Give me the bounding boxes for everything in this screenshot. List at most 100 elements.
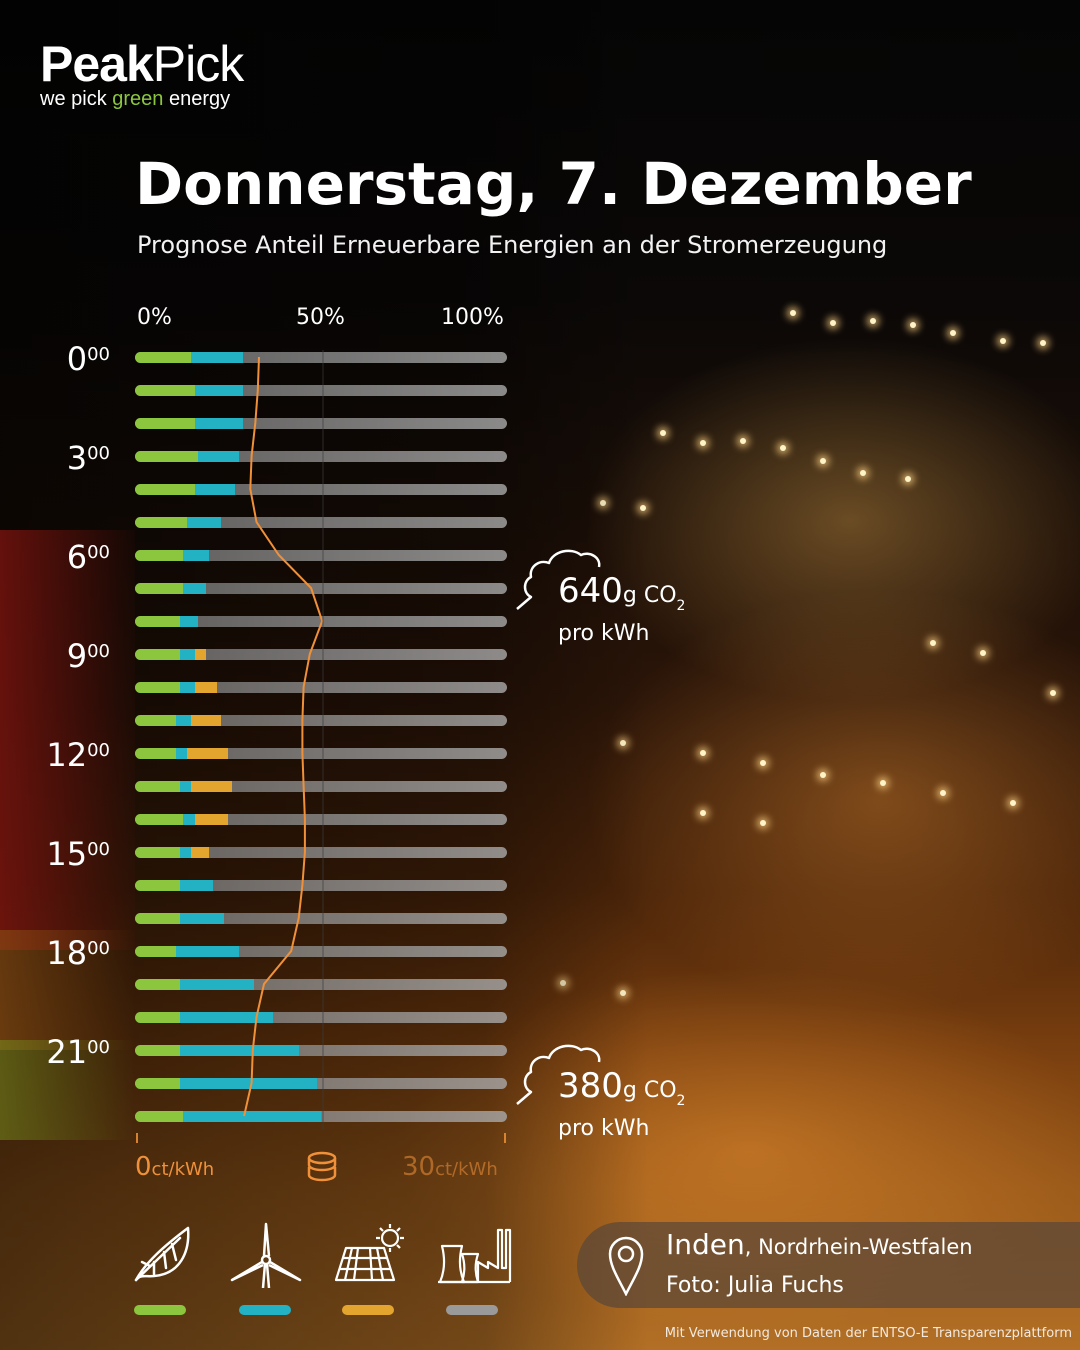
location-pin-icon <box>608 1236 644 1296</box>
solar-panel-icon <box>334 1224 404 1282</box>
wind-segment <box>175 945 240 957</box>
hour-bar <box>135 1011 507 1023</box>
wind-segment <box>194 384 243 396</box>
wind-segment <box>183 1110 321 1122</box>
wind-segment <box>179 912 225 924</box>
hour-bar <box>135 1077 507 1089</box>
biomass-segment <box>135 351 191 363</box>
hour-bar <box>135 1044 507 1056</box>
biomass-segment <box>135 516 188 528</box>
hour-label: 1800 <box>46 934 110 972</box>
biomass-segment <box>135 417 195 429</box>
hour-bar <box>135 813 507 825</box>
price-axis-tick-min <box>136 1133 138 1143</box>
co2-unit: g CO <box>622 583 677 608</box>
price-line <box>243 356 324 1117</box>
hour-bar <box>135 615 507 627</box>
co2-subscript: 2 <box>676 597 686 614</box>
wind-segment <box>175 714 191 726</box>
biomass-segment <box>135 1110 184 1122</box>
biomass-segment <box>135 978 180 990</box>
coins-icon <box>307 1151 337 1182</box>
location-region: , Nordrhein-Westfalen <box>744 1235 973 1259</box>
hour-bar <box>135 1110 507 1122</box>
hour-label: 2100 <box>46 1033 110 1071</box>
tagline-part: we pick <box>40 88 113 110</box>
biomass-segment <box>135 549 184 561</box>
hour-bar <box>135 648 507 660</box>
location-name: Inden, Nordrhein-Westfalen <box>666 1228 973 1261</box>
wind-segment <box>183 549 210 561</box>
legend-swatch-power-plant <box>446 1305 498 1315</box>
price-axis-min-label: 0ct/kWh <box>135 1152 215 1182</box>
brand-name-light: Pick <box>152 36 244 92</box>
solar-segment <box>194 681 217 693</box>
legend-swatch-leaf <box>134 1305 186 1315</box>
biomass-segment <box>135 714 176 726</box>
wind-segment <box>179 846 191 858</box>
hour-bar <box>135 747 507 759</box>
wind-segment <box>183 582 206 594</box>
biomass-segment <box>135 450 199 462</box>
data-source-footnote: Mit Verwendung von Daten der ENTSO-E Tra… <box>664 1326 1072 1341</box>
co2-unit: g CO <box>622 1078 677 1103</box>
hour-bar <box>135 351 507 363</box>
solar-segment <box>194 813 228 825</box>
scale-label-50: 50% <box>296 305 345 330</box>
leaf-icon <box>134 1226 190 1282</box>
hour-bar <box>135 549 507 561</box>
hour-bar <box>135 516 507 528</box>
biomass-segment <box>135 747 176 759</box>
co2-callout-high: 640g CO2 pro kWh <box>515 545 715 646</box>
wind-segment <box>179 615 199 627</box>
tagline-part: energy <box>163 88 231 110</box>
biomass-segment <box>135 648 180 660</box>
biomass-segment <box>135 1044 180 1056</box>
biomass-segment <box>135 582 184 594</box>
co2-subscript: 2 <box>676 1092 686 1109</box>
midline-50pct <box>322 350 324 1130</box>
co2-per-label: pro kWh <box>558 1116 650 1141</box>
wind-segment <box>179 1077 318 1089</box>
solar-segment <box>194 648 206 660</box>
hour-bar <box>135 879 507 891</box>
biomass-segment <box>135 681 180 693</box>
hour-bar <box>135 780 507 792</box>
hour-bar <box>135 417 507 429</box>
biomass-segment <box>135 780 180 792</box>
co2-value: 640 <box>558 571 623 611</box>
co2-callout-low: 380g CO2 pro kWh <box>515 1040 715 1141</box>
hour-label: 600 <box>66 538 110 576</box>
biomass-segment <box>135 483 195 495</box>
legend-swatch-solar-panel <box>342 1305 394 1315</box>
scale-label-0: 0% <box>137 305 172 330</box>
solar-segment <box>190 780 232 792</box>
hour-bar <box>135 945 507 957</box>
wind-segment <box>194 417 243 429</box>
scale-label-100: 100% <box>441 305 504 330</box>
hour-label: 1500 <box>46 835 110 873</box>
wind-segment <box>187 516 221 528</box>
wind-segment <box>198 450 240 462</box>
wind-segment <box>179 1011 273 1023</box>
biomass-segment <box>135 846 180 858</box>
hour-bar <box>135 582 507 594</box>
hour-bar <box>135 978 507 990</box>
hour-bar <box>135 450 507 462</box>
hour-bar <box>135 714 507 726</box>
biomass-segment <box>135 1011 180 1023</box>
cloud-icon <box>516 1044 601 1105</box>
hour-label: 300 <box>66 439 110 477</box>
wind-segment <box>179 978 255 990</box>
biomass-segment <box>135 945 176 957</box>
biomass-segment <box>135 912 180 924</box>
brand-logo: PeakPick we pick green energy <box>40 36 244 111</box>
hour-bar <box>135 846 507 858</box>
hour-label: 000 <box>66 340 110 378</box>
biomass-segment <box>135 615 180 627</box>
biomass-segment <box>135 1077 180 1089</box>
biomass-segment <box>135 879 180 891</box>
page-subtitle: Prognose Anteil Erneuerbare Energien an … <box>137 231 888 259</box>
